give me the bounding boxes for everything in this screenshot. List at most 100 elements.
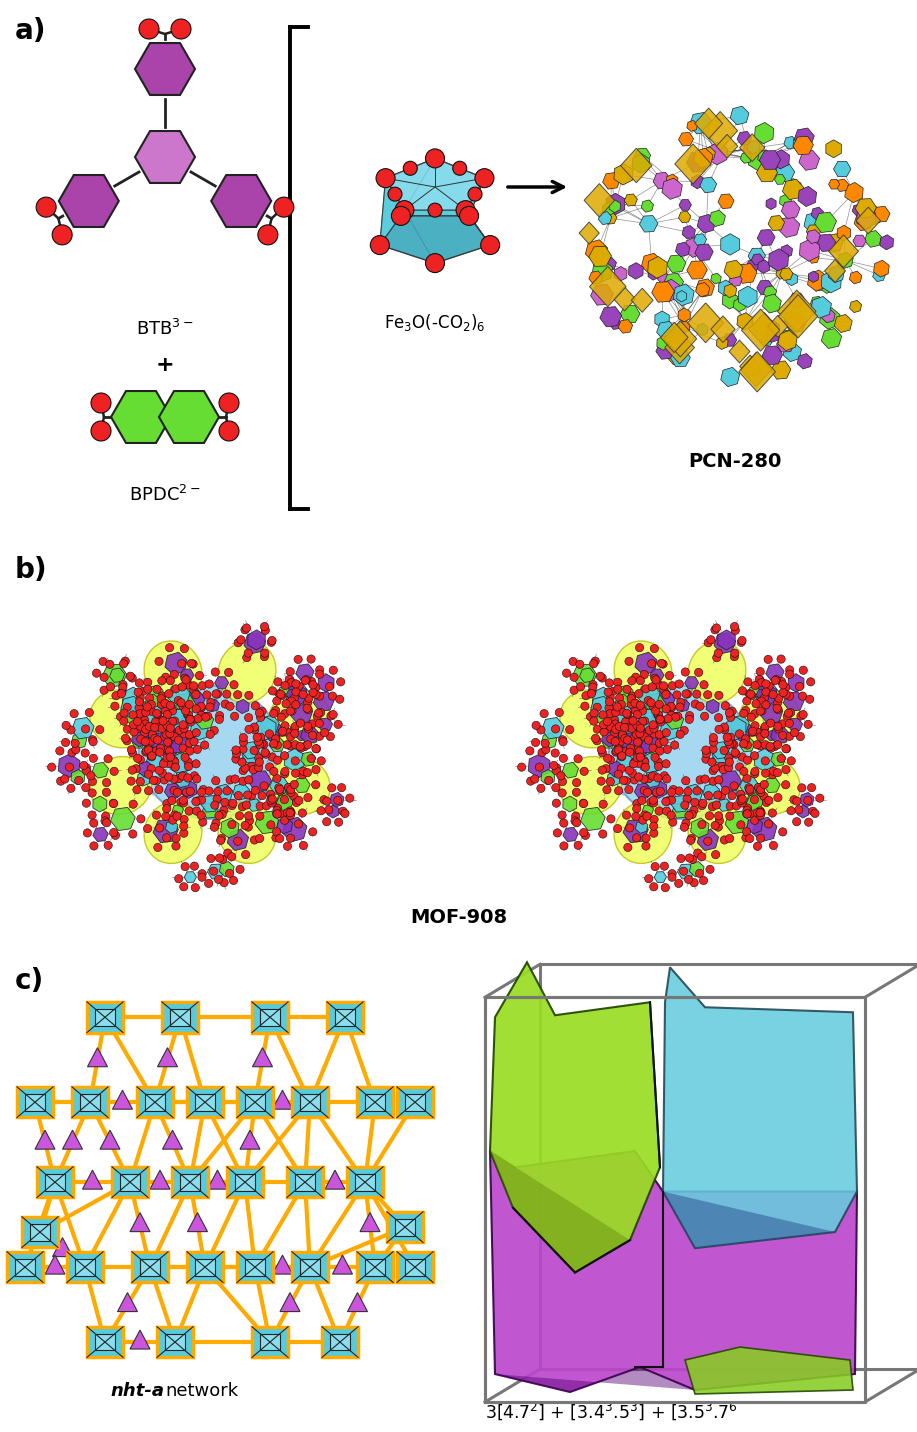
Circle shape (255, 753, 263, 762)
Circle shape (690, 878, 698, 886)
Circle shape (183, 710, 192, 719)
Polygon shape (852, 205, 864, 216)
Circle shape (157, 695, 165, 703)
Polygon shape (712, 746, 731, 763)
Circle shape (250, 726, 259, 733)
Circle shape (291, 722, 299, 730)
Circle shape (685, 812, 693, 819)
Polygon shape (826, 140, 842, 158)
Polygon shape (215, 677, 228, 689)
Circle shape (320, 729, 328, 736)
Circle shape (335, 818, 343, 826)
Circle shape (574, 755, 582, 763)
Polygon shape (640, 753, 659, 775)
Circle shape (656, 748, 664, 755)
Circle shape (603, 755, 612, 762)
Polygon shape (762, 294, 781, 314)
Circle shape (193, 796, 202, 805)
Circle shape (193, 808, 201, 815)
Ellipse shape (269, 756, 330, 815)
Circle shape (606, 756, 614, 763)
Polygon shape (138, 702, 162, 723)
Polygon shape (724, 284, 736, 298)
Polygon shape (656, 342, 675, 359)
Circle shape (811, 809, 819, 818)
Circle shape (638, 707, 646, 715)
Circle shape (730, 782, 738, 790)
Polygon shape (670, 349, 691, 367)
Circle shape (267, 795, 275, 803)
Polygon shape (608, 702, 632, 723)
Circle shape (657, 717, 665, 726)
Circle shape (327, 783, 336, 792)
Polygon shape (650, 669, 664, 682)
Circle shape (148, 707, 156, 716)
Circle shape (282, 700, 290, 707)
Circle shape (155, 785, 163, 793)
Circle shape (617, 765, 625, 773)
Circle shape (654, 710, 662, 719)
Circle shape (662, 808, 670, 815)
Text: Fe$_3$O(-CO$_2$)$_6$: Fe$_3$O(-CO$_2$)$_6$ (384, 312, 486, 334)
Circle shape (638, 816, 646, 825)
Circle shape (83, 766, 91, 775)
Circle shape (744, 740, 752, 749)
Circle shape (715, 725, 724, 733)
Polygon shape (641, 695, 667, 716)
Circle shape (612, 720, 620, 727)
Circle shape (183, 773, 192, 782)
Circle shape (625, 823, 634, 832)
Circle shape (711, 626, 719, 634)
Polygon shape (466, 178, 491, 245)
Circle shape (106, 683, 115, 690)
Polygon shape (641, 200, 654, 212)
Circle shape (238, 758, 246, 766)
Circle shape (272, 806, 281, 815)
Circle shape (667, 712, 675, 719)
Circle shape (103, 779, 111, 786)
Circle shape (650, 725, 658, 733)
Circle shape (244, 790, 252, 799)
Circle shape (809, 808, 817, 815)
Polygon shape (572, 664, 597, 687)
Polygon shape (726, 717, 746, 740)
Circle shape (651, 674, 659, 682)
Circle shape (234, 792, 242, 799)
Circle shape (774, 699, 782, 707)
Circle shape (425, 149, 445, 168)
Polygon shape (227, 829, 249, 851)
Circle shape (159, 717, 167, 725)
Polygon shape (233, 783, 249, 800)
Polygon shape (296, 730, 307, 740)
Circle shape (761, 722, 769, 730)
Circle shape (185, 715, 193, 723)
Circle shape (164, 759, 172, 768)
Polygon shape (829, 179, 840, 189)
Circle shape (623, 684, 631, 693)
Circle shape (304, 699, 312, 707)
Polygon shape (150, 732, 173, 753)
Circle shape (650, 644, 658, 653)
Circle shape (198, 682, 206, 690)
Polygon shape (380, 159, 435, 245)
Circle shape (204, 712, 212, 720)
Circle shape (159, 769, 167, 778)
Polygon shape (171, 695, 196, 716)
Polygon shape (673, 284, 694, 305)
Circle shape (278, 729, 286, 736)
Circle shape (164, 773, 172, 780)
Circle shape (229, 876, 238, 885)
Circle shape (643, 812, 651, 821)
Polygon shape (749, 312, 779, 347)
Circle shape (611, 716, 619, 725)
Circle shape (572, 819, 580, 826)
Circle shape (307, 654, 315, 663)
Circle shape (696, 702, 704, 710)
Circle shape (160, 760, 168, 768)
Circle shape (540, 709, 548, 717)
Polygon shape (221, 818, 239, 838)
Polygon shape (675, 145, 711, 183)
Circle shape (721, 786, 729, 795)
Ellipse shape (738, 756, 801, 815)
Polygon shape (820, 308, 840, 329)
